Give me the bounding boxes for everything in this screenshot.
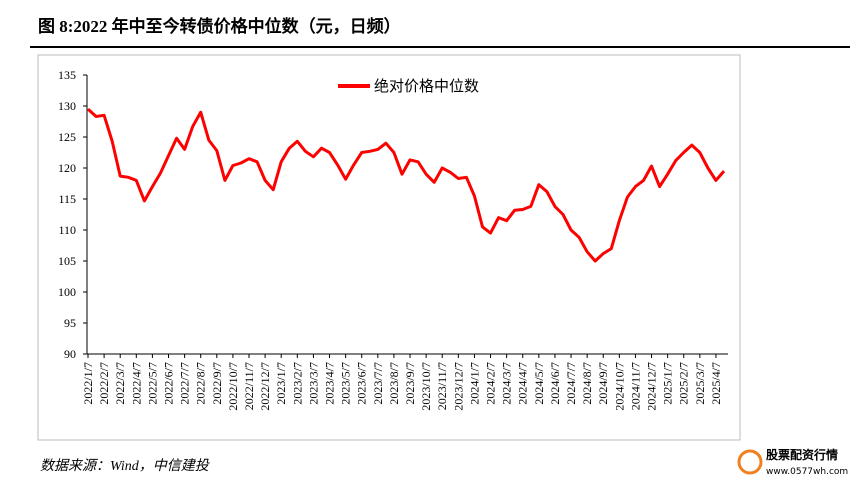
watermark-url: www.0577wh.com	[766, 467, 848, 477]
legend-label: 绝对价格中位数	[374, 78, 479, 95]
x-tick-label: 2023/3/7	[306, 362, 320, 405]
chart-title: 图 8:2022 年中至今转债价格中位数（元，日频）	[38, 16, 401, 36]
x-tick-label: 2023/7/7	[371, 362, 385, 405]
y-tick-label: 130	[58, 99, 76, 113]
y-tick-label: 125	[58, 130, 76, 144]
y-tick-label: 120	[58, 161, 76, 175]
y-tick-label: 110	[58, 223, 76, 237]
x-tick-label: 2024/4/7	[516, 362, 530, 405]
watermark: 股票配资行情	[766, 447, 838, 462]
x-tick-label: 2023/8/7	[387, 362, 401, 405]
x-tick-label: 2024/11/7	[628, 362, 642, 410]
x-tick-label: 2025/1/7	[661, 362, 675, 405]
y-tick-label: 115	[58, 192, 76, 206]
x-tick-label: 2023/2/7	[290, 362, 304, 405]
x-tick-label: 2024/7/7	[564, 362, 578, 405]
y-tick-label: 90	[64, 347, 76, 361]
x-tick-label: 2022/3/7	[113, 362, 127, 405]
x-tick-label: 2023/5/7	[339, 362, 353, 405]
x-tick-label: 2025/4/7	[709, 362, 723, 405]
x-tick-label: 2022/7/7	[178, 362, 192, 405]
x-tick-label: 2022/6/7	[162, 362, 176, 405]
y-tick-label: 100	[58, 285, 76, 299]
x-tick-label: 2022/11/7	[242, 362, 256, 410]
y-tick-label: 95	[64, 316, 76, 330]
x-tick-label: 2023/9/7	[403, 362, 417, 405]
x-tick-label: 2023/10/7	[419, 362, 433, 411]
x-tick-label: 2022/4/7	[129, 362, 143, 405]
x-tick-label: 2024/5/7	[532, 362, 546, 405]
x-tick-label: 2023/12/7	[451, 362, 465, 411]
source-note: 数据来源：Wind，中信建投	[40, 458, 211, 474]
x-tick-label: 2024/9/7	[596, 362, 610, 405]
y-tick-label: 135	[58, 68, 76, 82]
x-tick-label: 2024/8/7	[580, 362, 594, 405]
x-tick-label: 2023/11/7	[435, 362, 449, 410]
data-line	[86, 107, 726, 263]
x-tick-label: 2022/2/7	[97, 362, 111, 405]
x-tick-label: 2022/8/7	[194, 362, 208, 405]
x-tick-label: 2022/10/7	[226, 362, 240, 411]
x-tick-label: 2024/2/7	[484, 362, 498, 405]
x-tick-label: 2025/2/7	[677, 362, 691, 405]
x-tick-label: 2023/6/7	[355, 362, 369, 405]
x-tick-label: 2023/4/7	[323, 362, 337, 405]
x-tick-label: 2022/5/7	[145, 362, 159, 405]
x-tick-label: 2022/1/7	[81, 362, 95, 405]
chart-frame	[37, 54, 741, 441]
x-tick-label: 2022/12/7	[258, 362, 272, 411]
y-tick-label: 105	[58, 254, 76, 268]
x-tick-label: 2024/3/7	[500, 362, 514, 405]
x-tick-label: 2024/1/7	[467, 362, 481, 405]
x-tick-label: 2022/9/7	[210, 362, 224, 405]
x-tick-label: 2024/10/7	[612, 362, 626, 411]
x-tick-label: 2025/3/7	[693, 362, 707, 405]
x-tick-label: 2024/12/7	[645, 362, 659, 411]
watermark-logo	[737, 449, 763, 475]
x-tick-label: 2024/6/7	[548, 362, 562, 405]
x-tick-label: 2023/1/7	[274, 362, 288, 405]
